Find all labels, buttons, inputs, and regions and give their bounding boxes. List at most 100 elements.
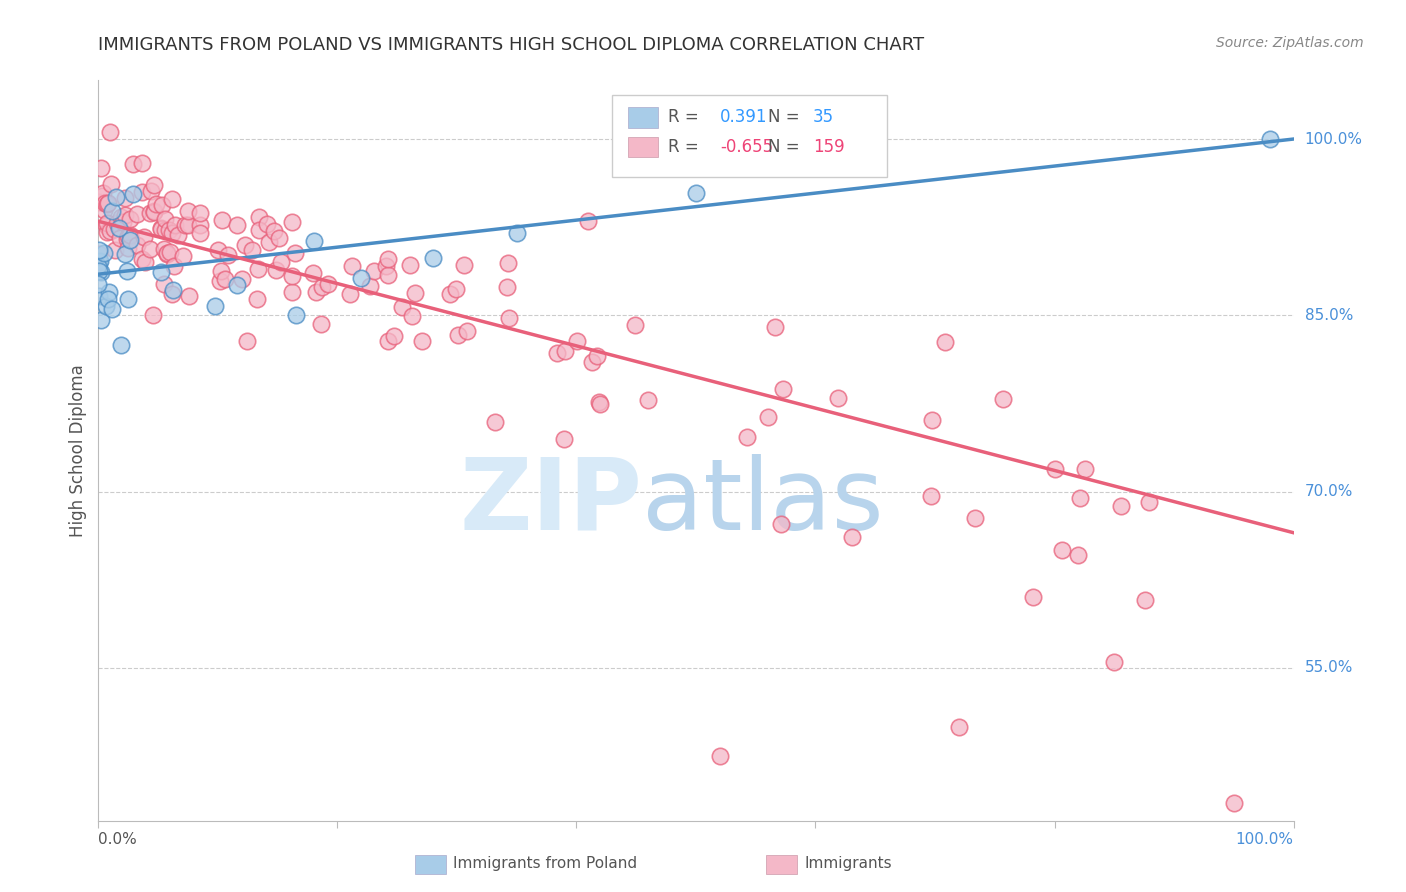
Text: R =: R = (668, 108, 704, 127)
Point (422, 251, 444, 265)
Point (110, 338, 132, 352)
Text: 0.391: 0.391 (720, 108, 768, 127)
Point (350, 271, 373, 285)
FancyBboxPatch shape (613, 95, 887, 177)
Point (134, 254, 156, 268)
Point (188, 206, 211, 220)
Point (1258, 132, 1281, 146)
Point (117, 292, 139, 306)
Point (377, 268, 399, 282)
Point (114, 247, 136, 261)
Point (90, 265, 112, 279)
Point (94, 299, 117, 313)
Point (921, 413, 943, 427)
Point (112, 215, 135, 229)
Point (177, 203, 200, 218)
Point (97, 195, 120, 210)
Point (709, 749, 731, 764)
Point (90, 161, 112, 176)
Point (281, 269, 304, 284)
Point (90, 313, 112, 327)
Point (246, 292, 269, 306)
Point (447, 327, 470, 342)
Point (150, 222, 173, 236)
Point (87, 277, 110, 291)
Point (827, 391, 849, 405)
Point (134, 230, 156, 244)
Text: N =: N = (768, 108, 804, 127)
Point (359, 279, 381, 293)
Point (226, 219, 249, 233)
Text: Source: ZipAtlas.com: Source: ZipAtlas.com (1216, 36, 1364, 50)
Point (108, 221, 131, 235)
Text: 85.0%: 85.0% (1305, 308, 1353, 323)
Point (1137, 495, 1160, 509)
Text: IMMIGRANTS FROM POLAND VS IMMIGRANTS HIGH SCHOOL DIPLOMA CORRELATION CHART: IMMIGRANTS FROM POLAND VS IMMIGRANTS HIG… (98, 36, 925, 54)
Point (302, 266, 325, 280)
FancyBboxPatch shape (628, 107, 658, 128)
Point (586, 349, 609, 363)
Point (1223, 796, 1246, 810)
Point (281, 285, 304, 300)
Point (120, 211, 142, 226)
Point (398, 258, 420, 272)
Point (176, 218, 198, 232)
Point (115, 263, 138, 277)
Point (565, 334, 588, 348)
Point (98, 125, 121, 139)
Point (159, 244, 181, 259)
Point (160, 227, 183, 241)
Point (105, 216, 128, 230)
Text: 159: 159 (813, 138, 845, 156)
Point (1069, 491, 1091, 506)
Point (89, 254, 111, 268)
Point (204, 299, 226, 313)
Point (991, 392, 1014, 406)
Point (411, 334, 433, 348)
Point (456, 324, 478, 338)
Point (270, 255, 292, 269)
Point (121, 157, 143, 171)
Point (920, 489, 942, 503)
Point (96, 197, 118, 211)
Point (506, 226, 529, 240)
Point (117, 228, 139, 243)
Point (401, 309, 423, 323)
Point (118, 233, 141, 247)
Point (143, 178, 166, 192)
Point (770, 516, 793, 531)
Point (149, 221, 172, 235)
Point (578, 214, 600, 228)
Point (217, 247, 239, 261)
Point (103, 222, 125, 236)
Point (114, 208, 136, 222)
Point (284, 246, 307, 260)
Point (143, 203, 166, 218)
Point (1109, 499, 1132, 513)
Point (225, 278, 247, 293)
Point (150, 198, 173, 212)
Text: -0.655: -0.655 (720, 138, 773, 156)
Point (110, 230, 132, 244)
Point (160, 192, 183, 206)
Text: ZIP: ZIP (460, 454, 643, 550)
Point (131, 252, 153, 267)
Point (302, 235, 325, 249)
Point (249, 222, 271, 236)
Text: 55.0%: 55.0% (1305, 660, 1353, 675)
Point (87, 255, 110, 269)
Point (257, 235, 280, 249)
Point (87, 195, 110, 210)
Point (156, 246, 179, 260)
Point (115, 232, 138, 246)
Point (101, 301, 124, 316)
Point (865, 136, 887, 150)
Point (495, 279, 517, 293)
Point (94, 218, 117, 232)
Point (207, 244, 229, 258)
Y-axis label: High School Diploma: High School Diploma (69, 364, 87, 537)
Point (179, 289, 201, 303)
FancyBboxPatch shape (628, 136, 658, 157)
Point (155, 212, 177, 227)
Point (1074, 461, 1097, 475)
